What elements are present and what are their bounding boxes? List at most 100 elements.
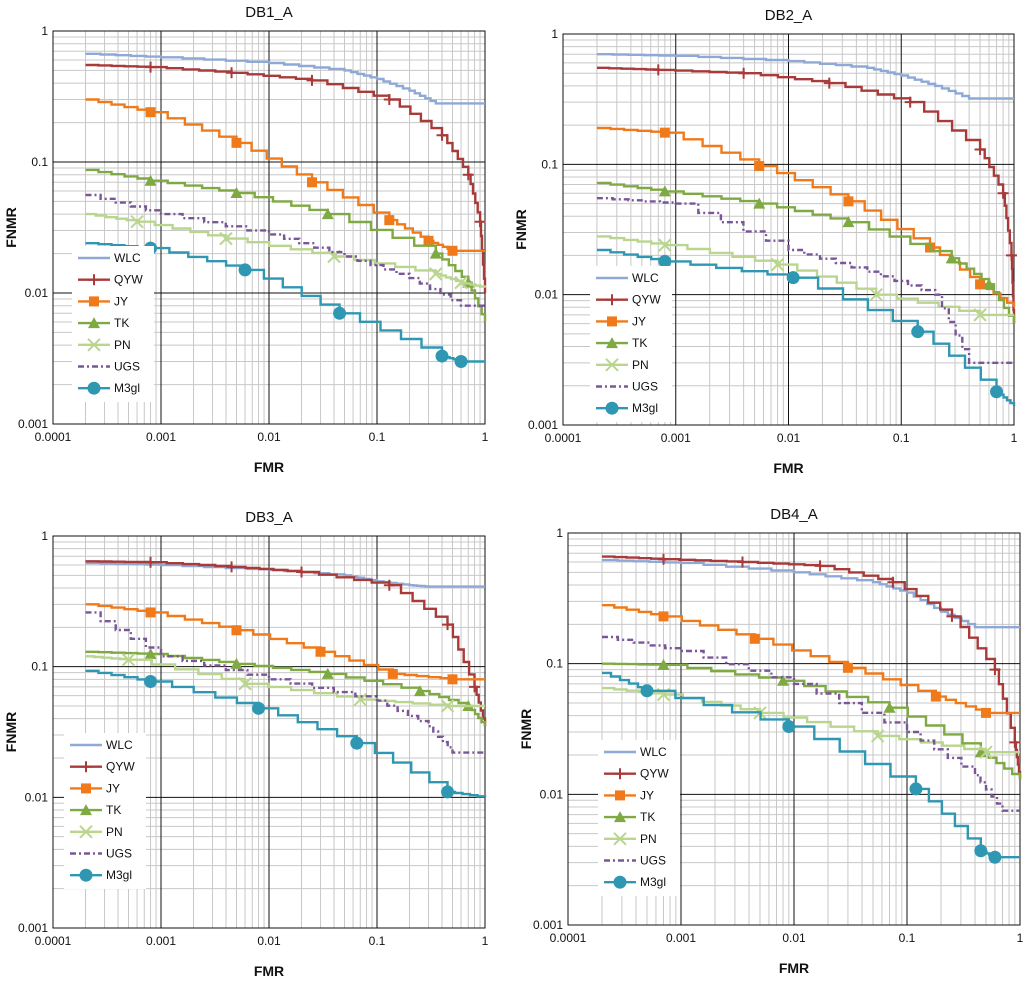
series-point: [447, 674, 458, 685]
x-tick-label: 0.1: [899, 931, 916, 945]
series-point: [770, 257, 785, 272]
series-point: [974, 844, 988, 858]
plot-frame: [562, 33, 1015, 426]
legend-marker: [79, 825, 93, 839]
series-point: [973, 308, 987, 322]
legend-marker: [80, 761, 92, 773]
chart-panel: 0.0001 0.001 0.01 0.1 10.0010.010.11DB3_AFMR…: [3, 509, 489, 979]
y-axis-label: FNMR: [3, 712, 19, 752]
series-point: [238, 263, 252, 277]
series-point: [145, 61, 157, 73]
y-tick-label: 1: [556, 526, 563, 540]
series-point: [657, 553, 669, 565]
series-point: [975, 279, 986, 290]
series-point: [447, 245, 458, 256]
series-point: [121, 653, 136, 667]
y-axis-label: FNMR: [513, 209, 529, 249]
series-point: [658, 611, 669, 622]
series-point: [435, 349, 449, 363]
series-point: [441, 785, 455, 799]
series-point: [469, 681, 481, 693]
series-point: [145, 607, 156, 618]
y-tick-label: 0.01: [25, 790, 49, 804]
legend-label: M3gl: [106, 868, 132, 882]
legend: WLC QYW JY TK PN UGS M3gl: [72, 246, 154, 402]
x-tick-label: 0.0001: [545, 431, 582, 445]
series-point: [474, 216, 486, 228]
chart-title: DB4_A: [770, 506, 818, 523]
series-point: [144, 174, 157, 186]
legend: WLC QYW JY TK PN UGS M3gl: [64, 733, 146, 889]
x-tick-label: 0.1: [893, 431, 910, 445]
legend-label: M3gl: [640, 875, 666, 889]
series-point: [145, 556, 157, 568]
legend-label: WLC: [106, 738, 133, 752]
series-point: [231, 625, 242, 636]
series-point: [306, 177, 317, 188]
x-axis-label: FMR: [254, 459, 284, 475]
chart-panel: 0.0001 0.001 0.01 0.1 10.0010.010.11DB4_AFMR…: [518, 506, 1024, 976]
legend-marker: [614, 811, 626, 823]
series-point: [974, 143, 986, 155]
y-tick-label: 0.01: [540, 787, 564, 801]
series-line: [602, 635, 1020, 812]
x-tick-label: 0.001: [146, 430, 176, 444]
legend-label: WLC: [632, 271, 659, 285]
series-point: [870, 729, 885, 743]
series-point: [749, 633, 760, 644]
series-point: [786, 271, 800, 285]
x-tick-label: 0.001: [146, 934, 176, 948]
x-tick-label: 0.01: [257, 430, 281, 444]
plot-frame: [52, 30, 486, 425]
series-point: [442, 619, 454, 631]
series-point: [753, 197, 766, 209]
series-point: [440, 699, 455, 713]
x-axis-label: FMR: [254, 963, 284, 979]
chart-panel: 0.0001 0.001 0.01 0.1 10.0010.010.11DB1_AFMR…: [3, 4, 489, 475]
y-tick-label: 1: [551, 27, 558, 41]
series-point: [946, 610, 958, 622]
series-point: [423, 235, 434, 246]
series-point: [982, 278, 995, 290]
legend: WLC QYW JY TK PN UGS M3gl: [598, 740, 680, 896]
series-point: [384, 215, 395, 226]
legend-label: PN: [106, 825, 123, 839]
series-point: [462, 169, 474, 181]
series-point: [238, 677, 252, 691]
legend-marker: [88, 274, 100, 286]
series-line: [596, 197, 1014, 364]
legend-marker: [614, 768, 626, 780]
legend-label: UGS: [640, 854, 666, 868]
y-tick-label: 0.1: [546, 657, 563, 671]
legend-marker: [80, 804, 92, 816]
series-line: [85, 193, 485, 307]
series-point: [909, 782, 923, 796]
series-point: [657, 658, 670, 670]
y-tick-label: 1: [41, 529, 48, 543]
series-point: [640, 684, 654, 698]
legend-label: QYW: [106, 760, 135, 774]
series-point: [930, 691, 941, 702]
series-point: [754, 161, 765, 172]
legend-marker: [87, 381, 101, 395]
series-point: [315, 646, 326, 657]
legend-label: QYW: [640, 767, 669, 781]
series-line: [596, 53, 1014, 100]
legend-label: QYW: [114, 273, 143, 287]
x-tick-label: 1: [1017, 931, 1024, 945]
legend-label: M3gl: [632, 401, 658, 415]
legend-label: PN: [640, 832, 657, 846]
series-line: [85, 98, 485, 252]
plot-frame: [52, 535, 486, 929]
y-tick-label: 0.001: [533, 918, 563, 932]
y-tick-label: 0.01: [535, 288, 559, 302]
y-axis-label: FNMR: [518, 709, 534, 749]
series-point: [997, 187, 1009, 199]
series-point: [219, 231, 233, 246]
series-point: [652, 64, 664, 76]
legend-label: M3gl: [114, 381, 140, 395]
series-point: [782, 720, 796, 734]
legend-label: JY: [114, 294, 128, 308]
y-tick-label: 1: [41, 24, 48, 38]
